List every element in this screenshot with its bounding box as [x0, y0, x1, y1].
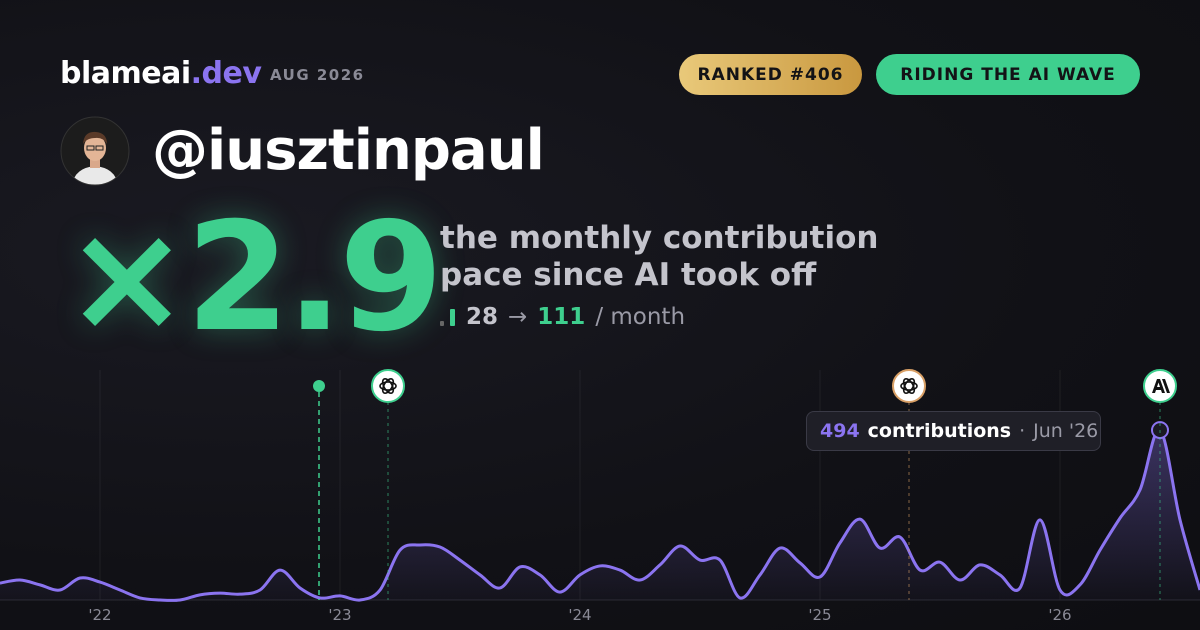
- avatar: [60, 116, 130, 186]
- event-markers: [313, 369, 1177, 600]
- tooltip-separator: ·: [1019, 420, 1026, 442]
- handle: @iusztinpaul: [152, 118, 545, 183]
- pace-unit: / month: [595, 304, 686, 330]
- event-dot: [313, 380, 325, 392]
- tooltip-value: 494: [820, 420, 860, 442]
- pace-before: 28: [466, 304, 499, 330]
- brand-tld: .dev: [190, 56, 262, 91]
- rank-badge: RANKED #406: [679, 54, 862, 95]
- openai-icon: [371, 369, 405, 403]
- pace-arrow: →: [508, 304, 528, 330]
- pace-icon: [440, 309, 455, 326]
- multiplier: ×2.9: [64, 191, 443, 365]
- tooltip-date: Jun '26: [1033, 420, 1099, 442]
- x-tick-label: '24: [568, 606, 591, 624]
- brand-name: blameai: [60, 56, 191, 91]
- anthropic-icon: [1143, 369, 1177, 403]
- tooltip-series: contributions: [867, 420, 1012, 442]
- subtitle: pace since AI took off: [440, 257, 817, 293]
- pace: 28 → 111 / month: [440, 304, 685, 330]
- subtitle: the monthly contribution: [440, 220, 879, 256]
- area: [0, 429, 1200, 601]
- openai-icon: [892, 369, 926, 403]
- x-tick-label: '22: [88, 606, 111, 624]
- x-tick-label: '26: [1048, 606, 1071, 624]
- brand: blameai.dev: [60, 56, 262, 91]
- line: [0, 428, 1200, 602]
- x-tick-label: '25: [808, 606, 831, 624]
- x-tick-label: '23: [328, 606, 351, 624]
- pace-after: 111: [537, 304, 586, 330]
- status-badge: RIDING THE AI WAVE: [876, 54, 1140, 95]
- date: AUG 2026: [270, 66, 365, 84]
- tooltip: 494 contributions · Jun '26: [806, 411, 1101, 451]
